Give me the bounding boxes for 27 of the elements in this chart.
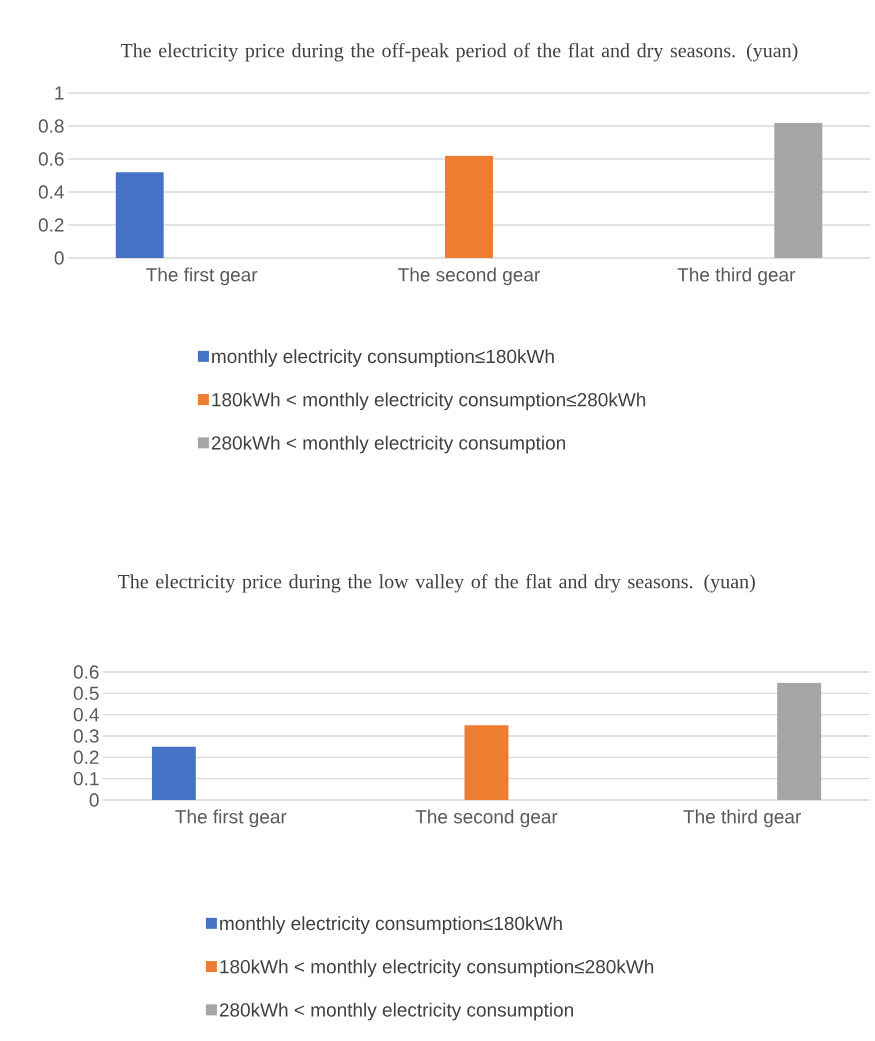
x-tick-label: The second gear — [398, 267, 540, 286]
y-tick-label: 0.4 — [38, 185, 64, 199]
x-tick-label: The third gear — [683, 809, 801, 828]
y-tick-label: 0 — [54, 251, 64, 265]
y-tick-label: 1 — [55, 86, 64, 100]
legend-label: 180kWh < monthly electricity consumption≤280kWh — [220, 959, 654, 978]
legend-label: monthly electricity consumption≤180kWh — [220, 916, 562, 934]
x-tick-label: The second gear — [415, 809, 558, 828]
y-tick-label: 0.6 — [73, 665, 99, 679]
y-tick-label: 0.6 — [38, 152, 64, 166]
y-tick-label: 0.4 — [73, 707, 99, 722]
y-tick-label: 0.2 — [73, 750, 99, 765]
x-tick-label: The first gear — [146, 267, 258, 286]
chart-title: The electricity price during the off-peak period of the flat and dry seasons. (yuan) — [120, 43, 798, 62]
y-tick-label: 0.2 — [38, 218, 64, 232]
y-tick-label: 0.1 — [73, 771, 99, 786]
legend-label: 280kWh < monthly electricity consumption — [219, 1002, 573, 1021]
x-tick-label: The first gear — [175, 809, 287, 828]
y-tick-label: 0.8 — [38, 119, 64, 133]
chart-title: The electricity price during the low valley of the flat and dry seasons. (yuan) — [117, 574, 755, 593]
legend-label: 180kWh < monthly electricity consumption≤280kWh — [212, 392, 646, 411]
y-tick-label: 0 — [89, 793, 99, 807]
legend-label: 280kWh < monthly electricity consumption — [211, 435, 565, 454]
y-tick-label: 0.3 — [73, 729, 99, 743]
x-tick-label: The third gear — [677, 267, 796, 286]
legend-label: monthly electricity consumption≤180kWh — [212, 349, 554, 367]
y-tick-label: 0.5 — [73, 686, 99, 701]
